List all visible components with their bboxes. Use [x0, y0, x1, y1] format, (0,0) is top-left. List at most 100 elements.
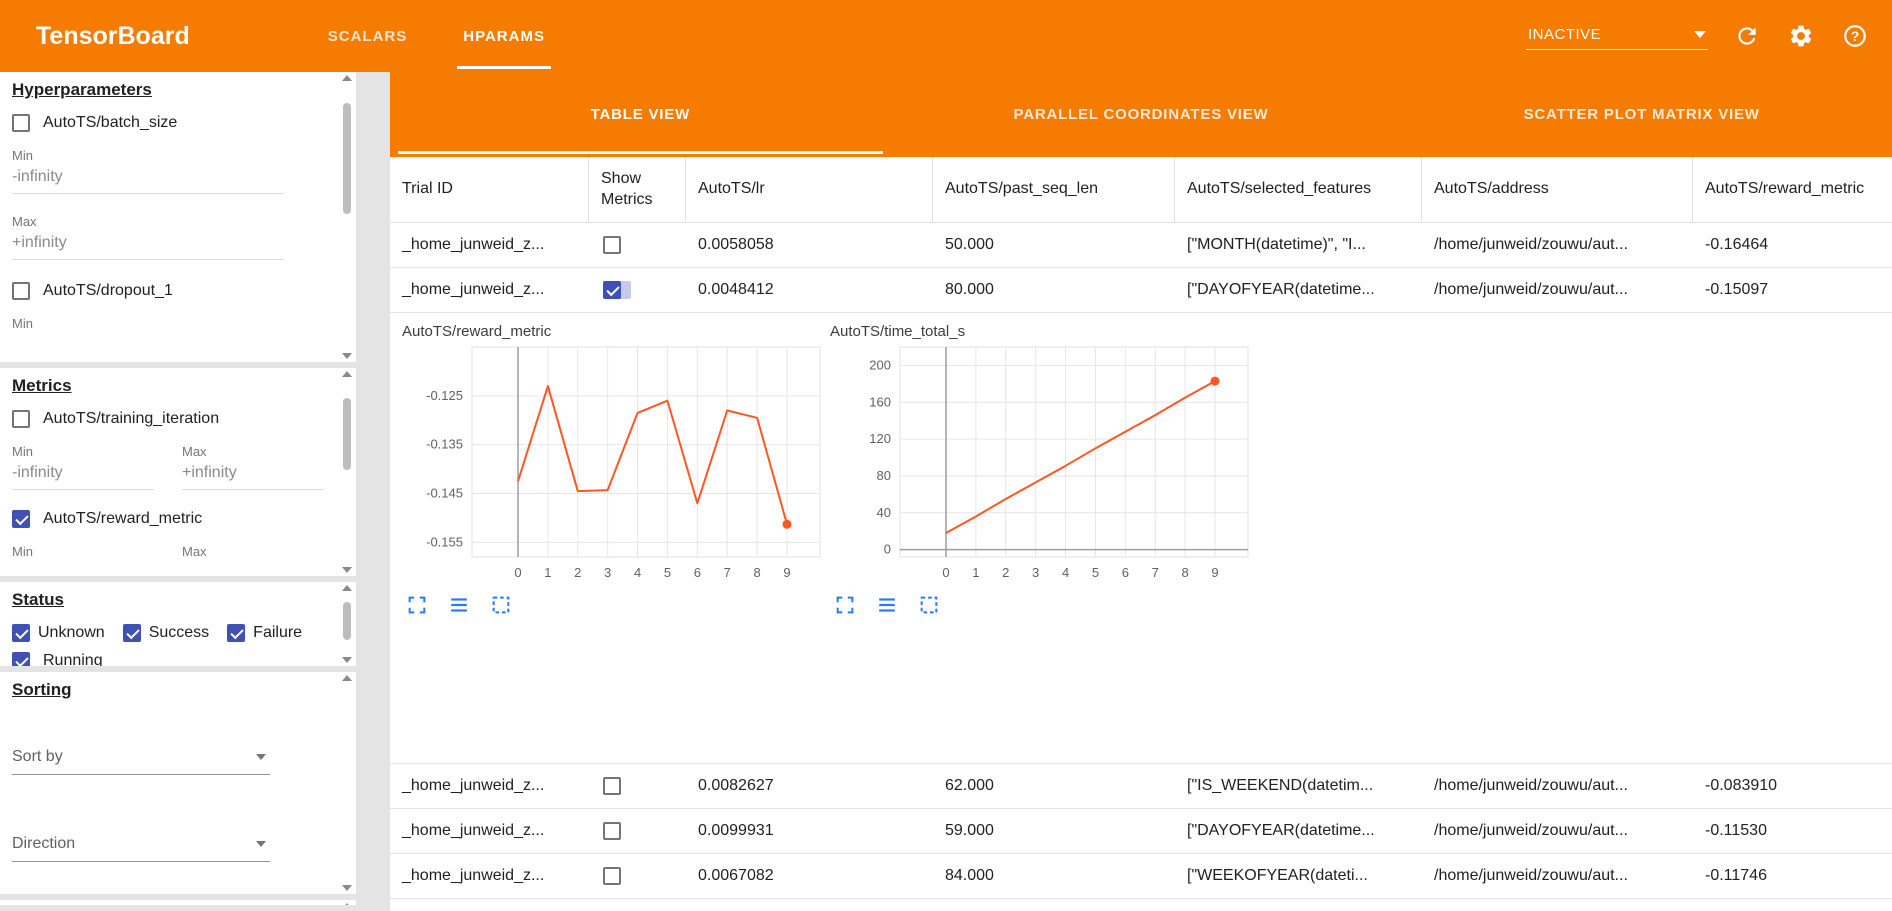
scroll-down-icon[interactable] — [342, 353, 352, 359]
svg-text:-0.125: -0.125 — [426, 388, 463, 403]
training-iteration-min-input[interactable]: -infinity — [12, 459, 154, 490]
reward-metric-checkbox[interactable] — [12, 510, 30, 528]
lines-view-button[interactable] — [874, 592, 900, 618]
settings-button[interactable] — [1786, 21, 1816, 51]
show-metrics-checkbox[interactable] — [603, 777, 621, 795]
address-cell: /home/junweid/zouwu/aut... — [1422, 223, 1693, 267]
tab-scatter-plot-matrix-label: SCATTER PLOT MATRIX VIEW — [1524, 106, 1760, 123]
reset-zoom-button[interactable] — [488, 592, 514, 618]
past-seq-len-cell: 80.000 — [933, 268, 1175, 312]
svg-text:200: 200 — [869, 357, 891, 372]
reward-metric-cell: -0.16464 — [1693, 223, 1892, 267]
svg-text:7: 7 — [724, 565, 731, 580]
top-nav: SCALARS HPARAMS — [300, 0, 573, 72]
show-metrics-checkbox[interactable] — [603, 822, 621, 840]
svg-text:-0.155: -0.155 — [426, 534, 463, 549]
tab-hparams-label: HPARAMS — [463, 28, 545, 45]
column-header-past-seq-len[interactable]: AutoTS/past_seq_len — [933, 157, 1175, 222]
reset-zoom-button[interactable] — [916, 592, 942, 618]
table-row: _home_junweid_z...0.008262762.000["IS_WE… — [390, 764, 1892, 809]
training-iteration-max-input[interactable]: +infinity — [182, 459, 324, 490]
help-button[interactable]: ? — [1840, 21, 1870, 51]
show-metrics-cell — [589, 764, 686, 808]
show-metrics-checkbox[interactable] — [603, 281, 621, 299]
column-header-selected-features[interactable]: AutoTS/selected_features — [1175, 157, 1422, 222]
dropout-checkbox[interactable] — [12, 282, 30, 300]
svg-text:120: 120 — [869, 431, 891, 446]
sort-by-select[interactable]: Sort by — [12, 744, 270, 775]
scroll-up-icon[interactable] — [342, 75, 352, 81]
reward-metric-cell: -0.083910 — [1693, 764, 1892, 808]
chart-time-total: AutoTS/time_total_s040801201602000123456… — [828, 321, 1256, 618]
svg-text:9: 9 — [783, 565, 790, 580]
tab-hparams[interactable]: HPARAMS — [435, 0, 573, 72]
active-tab-underline — [457, 66, 551, 69]
column-header-lr[interactable]: AutoTS/lr — [686, 157, 933, 222]
lines-view-button[interactable] — [446, 592, 472, 618]
batch-size-checkbox[interactable] — [12, 114, 30, 132]
batch-size-min-input[interactable]: -infinity — [12, 163, 284, 194]
chevron-down-icon — [256, 841, 266, 847]
status-row: Unknown Success Failure — [12, 624, 332, 642]
scroll-down-icon[interactable] — [342, 885, 352, 891]
status-unknown-label: Unknown — [38, 624, 105, 642]
tab-parallel-coordinates-view[interactable]: PARALLEL COORDINATES VIEW — [891, 72, 1392, 157]
tab-scalars[interactable]: SCALARS — [300, 0, 436, 72]
lr-cell: 0.0067082 — [686, 854, 933, 898]
time-total-line-chart: AutoTS/time_total_s040801201602000123456… — [828, 321, 1256, 590]
metric-training-iteration-row: AutoTS/training_iteration — [12, 410, 332, 428]
trial-id-cell: _home_junweid_z... — [390, 764, 589, 808]
status-success-checkbox[interactable] — [123, 624, 141, 642]
scrollbar-thumb[interactable] — [343, 103, 351, 214]
column-header-trial-id[interactable]: Trial ID — [390, 157, 589, 222]
past-seq-len-cell: 59.000 — [933, 809, 1175, 853]
fullscreen-button[interactable] — [404, 592, 430, 618]
svg-text:3: 3 — [1032, 565, 1039, 580]
scrollbar-thumb[interactable] — [343, 602, 351, 640]
table-header-row: Trial ID Show Metrics AutoTS/lr AutoTS/p… — [390, 157, 1892, 223]
direction-select[interactable]: Direction — [12, 831, 270, 862]
fullscreen-button[interactable] — [832, 592, 858, 618]
training-iteration-label: AutoTS/training_iteration — [43, 410, 219, 428]
column-header-show-metrics[interactable]: Show Metrics — [589, 157, 686, 222]
show-metrics-cell — [589, 268, 686, 312]
tab-table-view[interactable]: TABLE VIEW — [390, 72, 891, 157]
show-metrics-cell — [589, 223, 686, 267]
scroll-up-icon[interactable] — [342, 371, 352, 377]
reward-metric-label: AutoTS/reward_metric — [43, 510, 202, 528]
refresh-button[interactable] — [1732, 21, 1762, 51]
metric-reward-row: AutoTS/reward_metric — [12, 510, 332, 528]
status-running: Running — [12, 652, 332, 666]
run-status-dropdown[interactable]: INACTIVE — [1526, 22, 1708, 50]
batch-size-max-input[interactable]: +infinity — [12, 229, 284, 260]
main-content: TABLE VIEW PARALLEL COORDINATES VIEW SCA… — [390, 72, 1892, 911]
status-unknown-checkbox[interactable] — [12, 624, 30, 642]
scrollbar-thumb[interactable] — [343, 398, 351, 470]
scroll-up-icon[interactable] — [342, 585, 352, 591]
svg-text:0: 0 — [514, 565, 521, 580]
scroll-up-icon[interactable] — [342, 675, 352, 681]
hyperparameters-scrollbar — [340, 72, 354, 362]
chart-toolbar — [828, 592, 1256, 618]
svg-text:?: ? — [1851, 28, 1860, 44]
status-running-checkbox[interactable] — [12, 652, 30, 666]
column-header-reward-metric[interactable]: AutoTS/reward_metric — [1693, 157, 1892, 222]
svg-text:AutoTS/time_total_s: AutoTS/time_total_s — [830, 323, 965, 340]
dashed-box-icon — [490, 594, 512, 616]
scroll-down-icon[interactable] — [342, 567, 352, 573]
status-failure-checkbox[interactable] — [227, 624, 245, 642]
scroll-up-icon[interactable] — [342, 903, 352, 905]
trial-id-cell: _home_junweid_z... — [390, 809, 589, 853]
reward-metric-line-chart: AutoTS/reward_metric-0.125-0.135-0.145-0… — [400, 321, 828, 590]
max-label: Max — [12, 214, 332, 229]
svg-text:40: 40 — [877, 505, 891, 520]
svg-text:6: 6 — [694, 565, 701, 580]
show-metrics-checkbox[interactable] — [603, 236, 621, 254]
show-metrics-checkbox[interactable] — [603, 867, 621, 885]
table-row: _home_junweid_z...0.009993159.000["DAYOF… — [390, 809, 1892, 854]
scroll-down-icon[interactable] — [342, 657, 352, 663]
status-panel: Status Unknown Success Failure Running — [0, 582, 356, 666]
training-iteration-checkbox[interactable] — [12, 410, 30, 428]
column-header-address[interactable]: AutoTS/address — [1422, 157, 1693, 222]
tab-scatter-plot-matrix-view[interactable]: SCATTER PLOT MATRIX VIEW — [1391, 72, 1892, 157]
